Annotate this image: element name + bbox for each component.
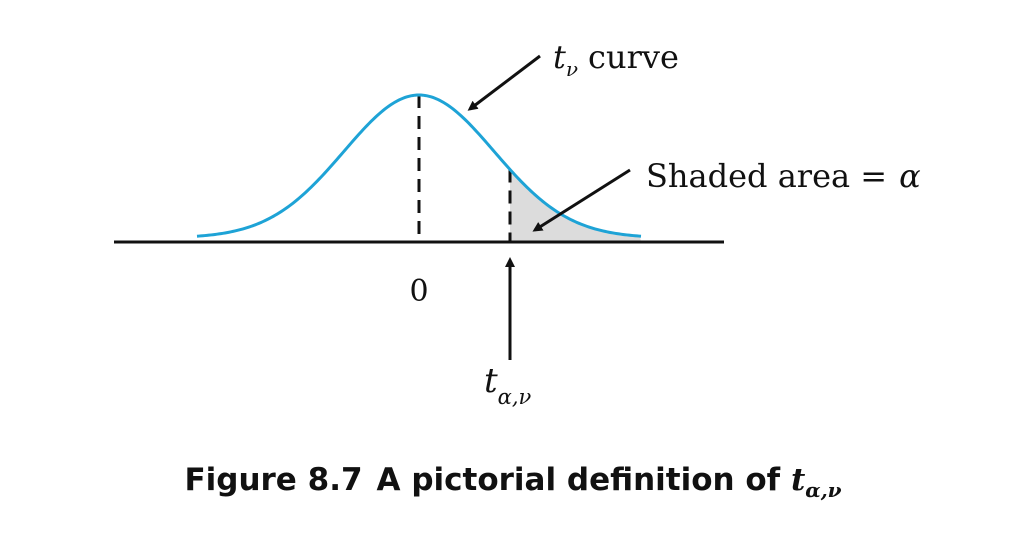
critical-value-symbol: t bbox=[484, 361, 498, 401]
curve-label-arrow bbox=[467, 54, 541, 111]
figure-caption: Figure 8.7 A pictorial definition of tα,ν bbox=[0, 462, 1026, 502]
t-curve bbox=[196, 93, 642, 238]
shaded-area-arrow bbox=[532, 168, 631, 232]
shaded-area-symbol: α bbox=[899, 157, 921, 195]
critical-value-subscript: α,ν bbox=[498, 385, 532, 409]
caption-subscript: α,ν bbox=[805, 478, 842, 502]
caption-figure-number: Figure 8.7 bbox=[184, 462, 363, 498]
critical-value-label: tα,ν bbox=[484, 361, 532, 409]
curve-label-symbol: t bbox=[553, 38, 566, 76]
shaded-area-text: Shaded area = bbox=[646, 157, 887, 195]
zero-tick-label: 0 bbox=[409, 274, 428, 309]
shaded-area-label: Shaded area = α bbox=[646, 157, 921, 195]
curve-label-subscript: ν bbox=[566, 57, 578, 81]
curve-label: tν curve bbox=[553, 38, 679, 81]
curve-label-text: curve bbox=[588, 38, 679, 76]
caption-symbol: t bbox=[790, 462, 806, 498]
caption-text: A pictorial definition of bbox=[376, 462, 781, 498]
